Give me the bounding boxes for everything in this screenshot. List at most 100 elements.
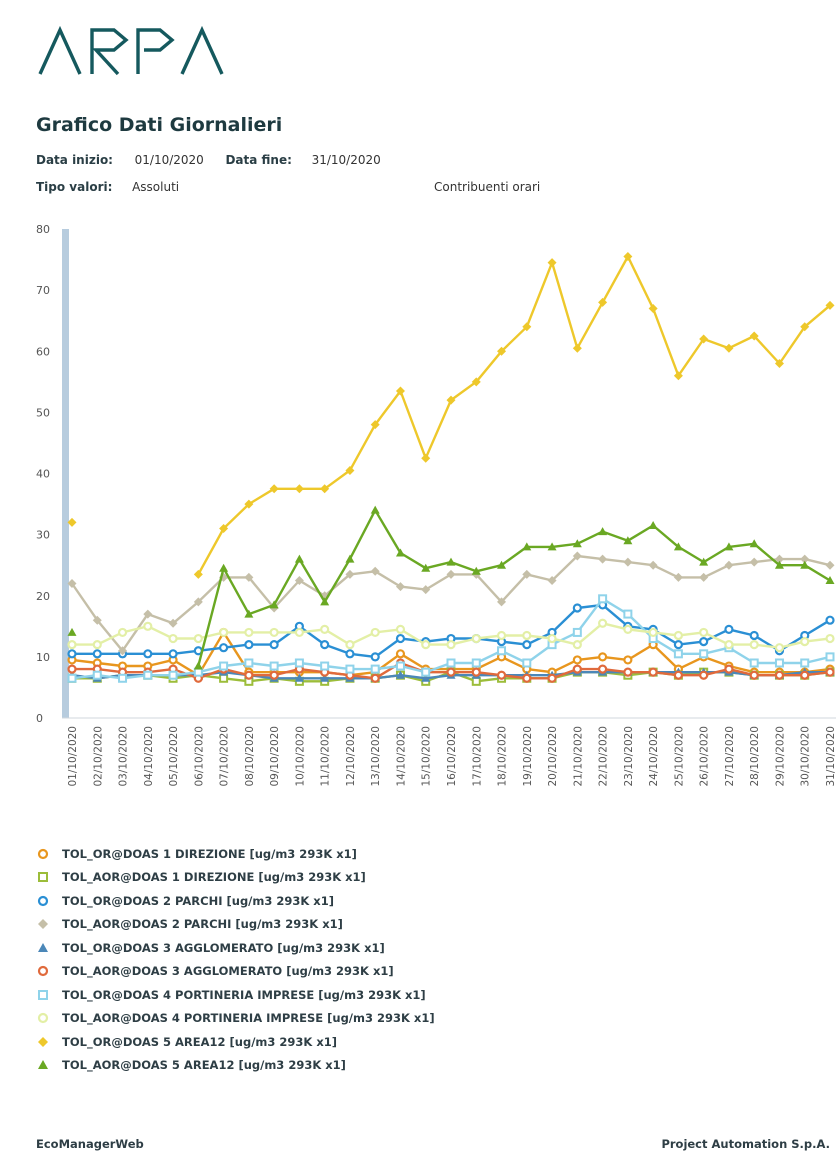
x-tick-label: 26/10/2020 — [699, 726, 711, 787]
value-type-label: Tipo valori: — [36, 180, 113, 194]
data-point — [774, 358, 784, 368]
legend-label: TOL_OR@DOAS 1 DIREZIONE [ug/m3 293K x1] — [62, 846, 357, 861]
data-point — [193, 633, 203, 644]
x-tick-label: 28/10/2020 — [749, 726, 761, 787]
legend-symbol — [37, 895, 49, 906]
data-point — [648, 303, 658, 313]
data-point — [774, 554, 784, 564]
legend-item[interactable]: TOL_OR@DOAS 5 AREA12 [ug/m3 293K x1] — [36, 1030, 435, 1054]
data-point — [320, 661, 330, 671]
data-point — [421, 585, 431, 595]
data-point — [269, 670, 279, 680]
data-point — [269, 600, 279, 609]
legend-item[interactable]: TOL_AOR@DOAS 4 PORTINERIA IMPRESE [ug/m3… — [36, 1007, 435, 1031]
data-point — [294, 673, 304, 682]
legend-item[interactable]: TOL_OR@DOAS 3 AGGLOMERATO [ug/m3 293K x1… — [36, 936, 435, 960]
legend-symbol — [38, 872, 48, 883]
x-tick-label: 21/10/2020 — [572, 726, 584, 787]
data-point — [168, 618, 178, 628]
data-point — [522, 322, 532, 332]
data-point — [749, 539, 759, 548]
data-point — [168, 633, 178, 644]
data-point — [673, 670, 684, 680]
data-point — [446, 557, 456, 566]
legend-symbol — [38, 1036, 48, 1047]
hourly-contributors-label: Contribuenti orari — [434, 180, 541, 194]
legend-marker-icon — [38, 872, 48, 883]
x-tick-label: 03/10/2020 — [118, 726, 130, 787]
x-tick-label: 22/10/2020 — [598, 726, 610, 787]
y-tick-label: 70 — [36, 284, 50, 297]
data-point — [421, 667, 431, 677]
data-point — [219, 627, 229, 638]
legend-item[interactable]: TOL_AOR@DOAS 1 DIREZIONE [ug/m3 293K x1] — [36, 866, 435, 890]
legend-symbol — [38, 1060, 48, 1070]
series-3 — [67, 600, 835, 662]
data-point — [598, 594, 608, 604]
data-point — [219, 563, 229, 572]
legend-item[interactable]: TOL_OR@DOAS 4 PORTINERIA IMPRESE [ug/m3 … — [36, 983, 435, 1007]
data-point — [673, 630, 684, 641]
data-point — [623, 655, 633, 665]
data-point — [370, 505, 380, 514]
data-point — [699, 670, 709, 680]
data-point — [648, 667, 658, 677]
data-point — [219, 524, 229, 534]
data-point — [345, 569, 355, 579]
data-point — [320, 640, 330, 650]
legend-label: TOL_OR@DOAS 2 PARCHI [ug/m3 293K x1] — [62, 893, 334, 908]
data-point — [193, 661, 203, 670]
data-point — [143, 670, 153, 680]
end-date-value: 31/10/2020 — [311, 153, 381, 167]
x-tick-label: 11/10/2020 — [320, 726, 332, 787]
footer-company: Project Automation S.p.A. — [661, 1137, 830, 1151]
data-point — [497, 646, 507, 656]
data-point — [118, 673, 128, 683]
data-point — [370, 673, 380, 683]
data-point — [572, 664, 582, 674]
data-point — [320, 624, 330, 634]
legend-marker-icon — [37, 895, 49, 906]
start-date-value: 01/10/2020 — [134, 153, 204, 167]
legend-item[interactable]: TOL_AOR@DOAS 2 PARCHI [ug/m3 293K x1] — [36, 913, 435, 937]
legend-symbol — [37, 1013, 49, 1024]
data-point — [724, 624, 734, 634]
data-point — [67, 649, 77, 659]
y-tick-label: 40 — [36, 468, 50, 481]
data-point — [749, 658, 759, 668]
data-point — [800, 670, 810, 680]
data-point — [749, 331, 759, 341]
data-point — [446, 667, 456, 677]
data-point — [244, 640, 254, 650]
data-point — [446, 640, 456, 650]
data-point — [421, 673, 431, 682]
data-point — [597, 652, 608, 662]
data-point — [244, 572, 254, 582]
data-point — [800, 560, 810, 569]
x-tick-label: 15/10/2020 — [421, 726, 433, 787]
footer-app-name: EcoManagerWeb — [36, 1137, 144, 1151]
legend-item[interactable]: TOL_AOR@DOAS 5 AREA12 [ug/m3 293K x1] — [36, 1054, 435, 1078]
x-tick-label: 19/10/2020 — [522, 726, 534, 787]
data-point — [800, 658, 810, 668]
x-tick-label: 31/10/2020 — [825, 726, 837, 787]
data-point — [648, 520, 658, 529]
x-tick-label: 17/10/2020 — [471, 726, 483, 787]
data-point — [825, 575, 835, 584]
page-title: Grafico Dati Giornalieri — [36, 114, 283, 136]
legend-item[interactable]: TOL_OR@DOAS 2 PARCHI [ug/m3 293K x1] — [36, 889, 435, 913]
legend-item[interactable]: TOL_AOR@DOAS 3 AGGLOMERATO [ug/m3 293K x… — [36, 960, 435, 984]
legend-label: TOL_OR@DOAS 5 AREA12 [ug/m3 293K x1] — [62, 1034, 338, 1049]
data-point — [547, 575, 557, 585]
data-point — [294, 554, 304, 563]
data-point — [623, 667, 633, 677]
data-point — [395, 386, 405, 396]
data-point — [572, 551, 582, 561]
x-tick-label: 07/10/2020 — [219, 726, 231, 787]
y-tick-label: 10 — [36, 651, 50, 664]
data-point — [471, 377, 481, 387]
arpa-logo — [38, 25, 224, 76]
data-point — [117, 627, 128, 638]
legend-item[interactable]: TOL_OR@DOAS 1 DIREZIONE [ug/m3 293K x1] — [36, 842, 435, 866]
data-point — [522, 640, 532, 650]
